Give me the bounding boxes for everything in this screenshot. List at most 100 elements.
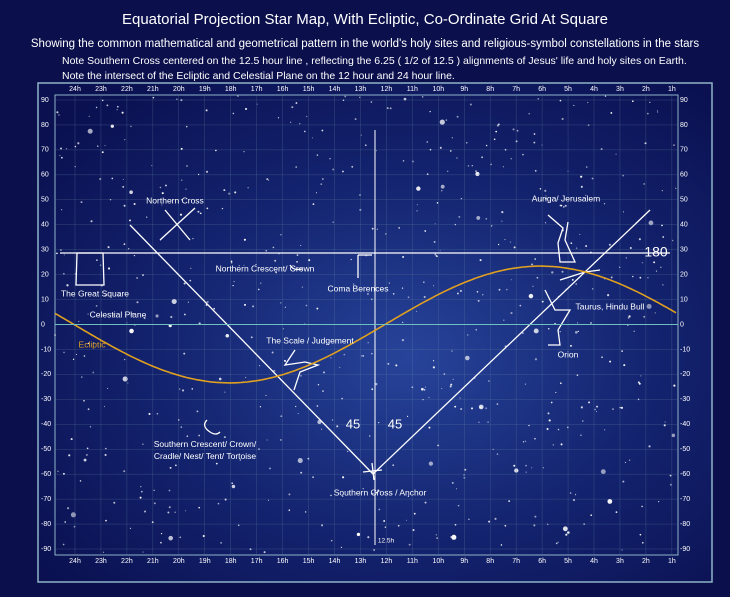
star xyxy=(392,464,395,467)
star xyxy=(221,207,224,210)
star xyxy=(58,114,60,116)
star xyxy=(370,101,373,103)
star xyxy=(180,179,183,181)
star xyxy=(628,459,631,461)
star xyxy=(502,166,504,168)
star xyxy=(565,533,568,536)
star xyxy=(104,144,106,147)
hour-label: 19h xyxy=(199,558,211,565)
star xyxy=(485,407,488,410)
star xyxy=(572,498,576,502)
star xyxy=(413,512,416,515)
star xyxy=(144,510,147,513)
subtitle: Showing the common mathematical and geom… xyxy=(31,38,699,50)
star xyxy=(451,481,454,484)
dec-label: -30 xyxy=(41,396,51,403)
star xyxy=(175,464,177,467)
star xyxy=(92,371,95,374)
star xyxy=(243,303,247,306)
star xyxy=(559,330,561,333)
star xyxy=(540,200,542,202)
star xyxy=(116,109,118,111)
star xyxy=(585,194,587,196)
star xyxy=(129,527,131,529)
annotation: Taurus, Hindu Bull xyxy=(576,301,645,311)
star xyxy=(169,466,172,469)
star xyxy=(344,95,347,98)
star xyxy=(316,405,319,407)
star xyxy=(559,204,562,207)
star xyxy=(406,415,409,417)
star xyxy=(139,496,142,499)
star xyxy=(321,129,324,132)
star xyxy=(458,215,461,218)
star xyxy=(580,434,582,436)
star xyxy=(551,271,554,274)
star xyxy=(159,186,162,189)
star xyxy=(671,239,674,242)
star xyxy=(506,288,508,291)
star xyxy=(557,428,560,431)
star xyxy=(498,288,501,291)
star xyxy=(354,118,357,121)
star xyxy=(124,138,126,141)
star xyxy=(168,535,173,541)
star xyxy=(423,281,425,284)
star xyxy=(570,242,573,245)
star xyxy=(96,259,98,262)
star xyxy=(435,534,437,536)
star xyxy=(123,204,126,207)
star xyxy=(342,170,344,173)
star xyxy=(490,225,493,227)
star xyxy=(170,315,173,319)
annotation: Northern Cross xyxy=(146,195,204,205)
hour-label: 22h xyxy=(121,86,133,93)
star xyxy=(389,107,392,110)
star xyxy=(451,350,453,352)
star xyxy=(339,366,341,369)
star xyxy=(423,389,426,391)
star xyxy=(673,384,676,387)
star xyxy=(496,453,499,455)
star xyxy=(274,259,277,262)
star xyxy=(359,96,361,98)
star xyxy=(87,408,90,411)
star xyxy=(656,110,658,112)
star xyxy=(546,523,549,526)
star xyxy=(288,493,291,496)
title: Equatorial Projection Star Map, With Ecl… xyxy=(122,11,608,28)
star xyxy=(459,289,462,292)
star xyxy=(376,228,379,231)
star xyxy=(638,382,641,385)
star xyxy=(429,110,431,113)
star xyxy=(639,533,642,536)
star xyxy=(622,480,625,483)
star xyxy=(113,501,116,504)
hour-label: 4h xyxy=(590,558,598,565)
hour-label: 12h xyxy=(381,558,393,565)
star xyxy=(95,304,98,307)
star xyxy=(315,192,318,194)
star xyxy=(646,112,649,115)
star xyxy=(56,111,59,114)
star xyxy=(60,209,63,211)
star xyxy=(445,119,448,121)
star xyxy=(460,197,463,200)
star xyxy=(510,279,512,281)
star xyxy=(148,412,151,416)
dec-label: -50 xyxy=(680,446,690,453)
star xyxy=(544,197,547,200)
star xyxy=(479,259,482,262)
star xyxy=(375,491,378,494)
star xyxy=(383,520,386,522)
star xyxy=(465,141,468,144)
dec-label: 80 xyxy=(41,122,49,129)
star xyxy=(317,384,320,386)
hour-label: 22h xyxy=(121,558,133,565)
star xyxy=(639,276,642,279)
star xyxy=(496,403,499,406)
dec-label: 30 xyxy=(680,247,688,254)
annotation: Coma Berences xyxy=(328,283,389,293)
star xyxy=(156,412,159,415)
star xyxy=(440,184,445,189)
